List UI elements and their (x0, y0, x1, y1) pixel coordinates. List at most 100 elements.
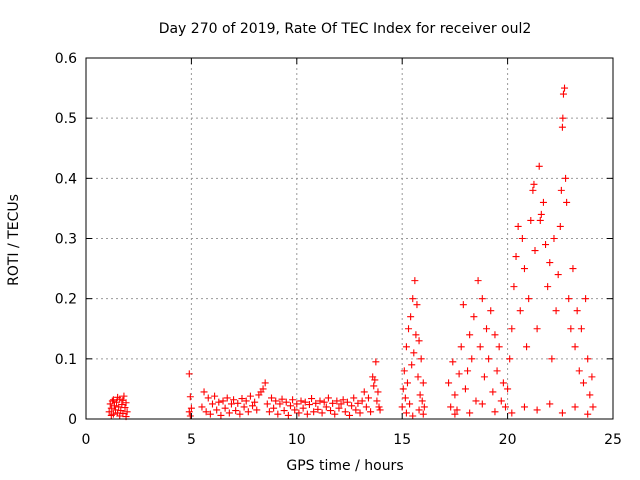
data-point (329, 399, 337, 407)
data-point (322, 403, 330, 411)
data-point (474, 277, 482, 285)
data-point (523, 343, 531, 351)
data-point (278, 395, 286, 403)
data-point (187, 404, 195, 412)
data-point (504, 385, 512, 393)
data-point (556, 222, 564, 230)
data-point (312, 399, 320, 407)
data-point (575, 367, 583, 375)
data-point (588, 373, 596, 381)
data-point (562, 174, 570, 182)
data-point (253, 406, 261, 414)
data-point (495, 343, 503, 351)
data-point (186, 412, 194, 420)
data-point (561, 84, 569, 92)
data-point (263, 400, 271, 408)
data-point (343, 398, 351, 406)
data-point (105, 408, 113, 416)
data-point (453, 406, 461, 414)
data-point (276, 400, 284, 408)
y-axis-label: ROTI / TECUs (6, 194, 22, 286)
data-point (370, 382, 378, 390)
data-point (565, 295, 573, 303)
data-point (118, 401, 126, 409)
data-point (579, 379, 587, 387)
data-point (557, 186, 565, 194)
data-point (354, 399, 362, 407)
data-point (202, 408, 210, 416)
data-point (350, 394, 358, 402)
data-point (268, 394, 276, 402)
data-point (589, 403, 597, 411)
data-point (489, 388, 497, 396)
data-point (416, 391, 424, 399)
data-point (244, 408, 252, 416)
plot-frame (85, 57, 614, 420)
x-axis-label: GPS time / hours (286, 458, 403, 474)
data-point (506, 355, 514, 363)
y-tick-label: 0.5 (55, 111, 77, 127)
data-point (563, 198, 571, 206)
data-point (544, 283, 552, 291)
data-point (542, 241, 550, 249)
data-point (360, 388, 368, 396)
data-point (316, 397, 324, 405)
data-point (539, 198, 547, 206)
data-point (546, 259, 554, 267)
data-points (105, 84, 597, 421)
data-point (487, 307, 495, 315)
data-point (491, 331, 499, 339)
data-point (238, 395, 246, 403)
data-point (185, 370, 193, 378)
data-point (493, 367, 501, 375)
data-point (414, 373, 422, 381)
data-point (337, 400, 345, 408)
data-point (518, 235, 526, 242)
data-point (356, 409, 364, 417)
data-point (420, 403, 428, 411)
data-point (497, 397, 505, 405)
x-tick-label: 20 (499, 432, 517, 448)
data-point (449, 358, 457, 366)
data-point (409, 295, 417, 303)
data-point (217, 411, 225, 419)
data-point (508, 325, 516, 333)
data-point (525, 295, 533, 303)
data-point (362, 403, 370, 411)
x-tick-labels: 0 5 10 15 20 25 (82, 432, 622, 448)
data-point (520, 403, 528, 411)
data-point (529, 186, 537, 194)
data-point (548, 355, 556, 363)
data-point (415, 337, 423, 345)
data-point (109, 396, 117, 404)
data-point (584, 355, 592, 363)
data-point (121, 404, 129, 412)
data-point (501, 403, 509, 411)
data-point (406, 400, 414, 408)
data-point (265, 408, 273, 416)
y-tick-label: 0.6 (55, 51, 77, 67)
data-point (419, 379, 427, 387)
data-point (516, 307, 524, 315)
data-point (533, 325, 541, 333)
data-point (559, 90, 567, 98)
axis-ticks (85, 57, 614, 420)
data-point (223, 394, 231, 402)
x-tick-label: 5 (187, 432, 196, 448)
data-point (399, 385, 407, 393)
data-point (373, 397, 381, 405)
data-point (198, 403, 206, 411)
data-point (480, 373, 488, 381)
data-point (246, 392, 254, 400)
data-point (335, 404, 343, 412)
data-point (185, 408, 193, 416)
data-point (419, 410, 427, 418)
data-point (333, 397, 341, 405)
data-point (464, 367, 472, 375)
data-point (468, 355, 476, 363)
data-point (417, 355, 425, 363)
data-point (114, 393, 122, 401)
data-point (234, 399, 242, 407)
data-point (402, 409, 410, 417)
data-point (571, 403, 579, 411)
